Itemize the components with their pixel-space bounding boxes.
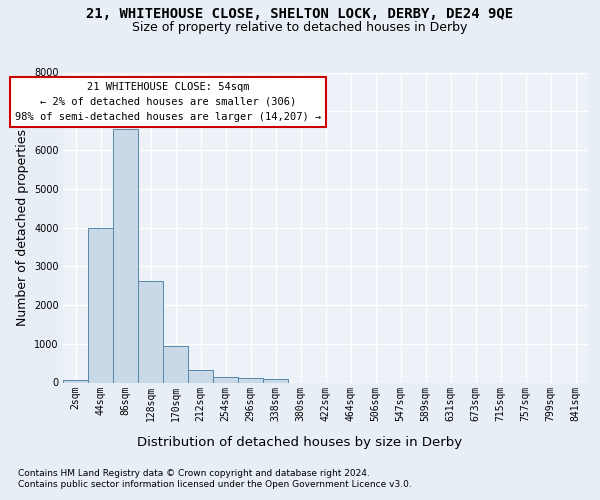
Text: Contains public sector information licensed under the Open Government Licence v3: Contains public sector information licen… (18, 480, 412, 489)
Text: Distribution of detached houses by size in Derby: Distribution of detached houses by size … (137, 436, 463, 449)
Bar (88, 228, 113, 382)
Bar (213, 378, 238, 382)
Text: 21, WHITEHOUSE CLOSE, SHELTON LOCK, DERBY, DE24 9QE: 21, WHITEHOUSE CLOSE, SHELTON LOCK, DERB… (86, 8, 514, 22)
Y-axis label: Number of detached properties: Number of detached properties (16, 129, 29, 326)
Bar (263, 380, 288, 382)
Bar (113, 128, 138, 382)
Bar (63, 380, 88, 382)
Bar (138, 281, 163, 382)
Text: 21 WHITEHOUSE CLOSE: 54sqm
← 2% of detached houses are smaller (306)
98% of semi: 21 WHITEHOUSE CLOSE: 54sqm ← 2% of detac… (15, 82, 321, 122)
Bar (188, 370, 213, 382)
Text: Size of property relative to detached houses in Derby: Size of property relative to detached ho… (133, 21, 467, 34)
Text: Contains HM Land Registry data © Crown copyright and database right 2024.: Contains HM Land Registry data © Crown c… (18, 468, 370, 477)
Bar (238, 378, 263, 382)
Bar (163, 346, 188, 383)
